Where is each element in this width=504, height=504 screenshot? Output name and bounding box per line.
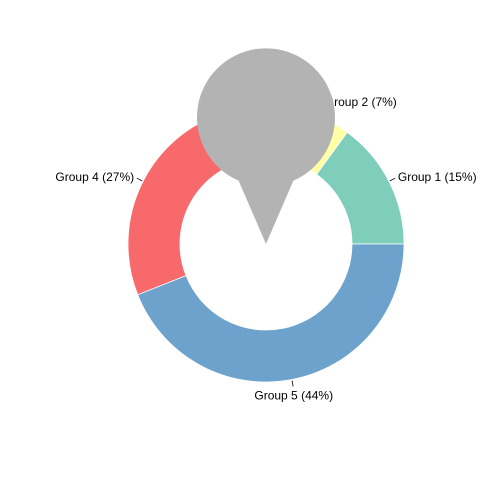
slice-label-2: Group 2 (7%) bbox=[325, 95, 397, 109]
slice-label-1: Group 1 (15%) bbox=[398, 170, 477, 184]
slice-label-tick-4 bbox=[136, 177, 143, 182]
slice-label-tick-1 bbox=[389, 177, 396, 182]
center-label: C=0.87 bbox=[246, 265, 285, 279]
slice-label-5: Group 5 (44%) bbox=[254, 388, 333, 402]
slice-label-4: Group 4 (27%) bbox=[55, 170, 134, 184]
center-indicator: C=0.87 bbox=[196, 48, 336, 279]
center-pie-wedge bbox=[196, 48, 336, 245]
slice-label-tick-5 bbox=[291, 380, 294, 387]
slice-group-5 bbox=[137, 243, 405, 383]
